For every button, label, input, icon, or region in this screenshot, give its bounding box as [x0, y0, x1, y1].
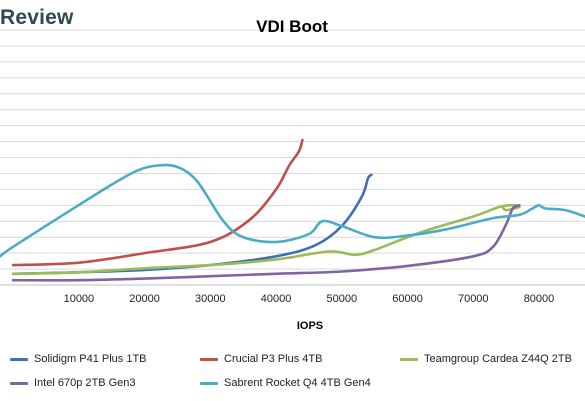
legend-swatch	[200, 381, 218, 385]
x-axis-label: IOPS	[297, 320, 323, 332]
x-tick-label: 50000	[327, 293, 358, 305]
x-tick-label: 10000	[64, 293, 95, 305]
legend-label: Crucial P3 Plus 4TB	[224, 353, 323, 365]
legend-swatch	[10, 381, 28, 385]
x-tick-label: 30000	[195, 293, 226, 305]
x-axis-ticks: 10000 20000 30000 40000 50000 60000 70000 80000	[64, 293, 555, 305]
legend-item: Sabrent Rocket Q4 4TB Gen4	[200, 377, 371, 389]
chart-gridlines	[0, 29, 585, 286]
legend-label: Teamgroup Cardea Z44Q 2TB	[424, 353, 572, 365]
legend-item: Teamgroup Cardea Z44Q 2TB	[400, 353, 572, 365]
legend-label: Intel 670p 2TB Gen3	[34, 377, 136, 389]
legend-label: Sabrent Rocket Q4 4TB Gen4	[224, 377, 371, 389]
x-tick-label: 60000	[392, 293, 423, 305]
legend-swatch	[200, 357, 218, 361]
chart-series	[0, 138, 585, 282]
series-line-crucial-p3-plus-4tb	[11, 138, 304, 267]
chart-legend: Solidigm P41 Plus 1TB Crucial P3 Plus 4TB…	[0, 345, 585, 401]
x-tick-label: 70000	[458, 293, 489, 305]
legend-item: Solidigm P41 Plus 1TB	[10, 353, 147, 365]
legend-label: Solidigm P41 Plus 1TB	[34, 353, 147, 365]
series-line-intel-670p-2tb-gen3	[11, 204, 521, 282]
series-line-teamgroup-cardea-z44q-2tb	[11, 203, 521, 276]
x-tick-label: 20000	[129, 293, 160, 305]
x-tick-label: 40000	[261, 293, 292, 305]
chart-title: VDI Boot	[256, 17, 328, 36]
brand-logo: Review	[0, 6, 74, 29]
legend-item: Crucial P3 Plus 4TB	[200, 353, 322, 365]
x-tick-label: 80000	[524, 293, 555, 305]
legend-item: Intel 670p 2TB Gen3	[10, 377, 136, 389]
series-line-sabrent-rocket-q4-4tb-gen4	[0, 163, 585, 258]
legend-swatch	[400, 357, 418, 361]
legend-swatch	[10, 357, 28, 361]
